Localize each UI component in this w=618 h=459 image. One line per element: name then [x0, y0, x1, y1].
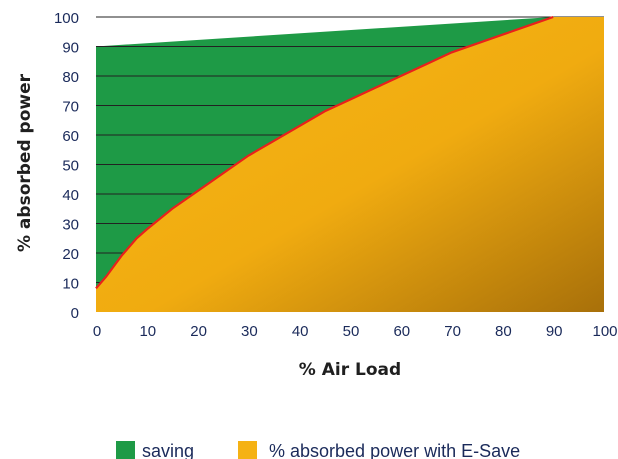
saving-area	[96, 17, 554, 289]
x-tick-20: 20	[190, 323, 207, 340]
esave-line	[95, 15, 554, 290]
x-tick-10: 10	[139, 323, 156, 340]
legend: saving % absorbed power with E-Save	[116, 441, 520, 459]
y-tick-30: 30	[62, 217, 79, 234]
x-tick-0: 0	[93, 323, 101, 340]
x-tick-50: 50	[343, 323, 360, 340]
y-tick-90: 90	[62, 40, 79, 57]
legend-label-esave: % absorbed power with E-Save	[269, 441, 520, 459]
x-tick-60: 60	[393, 323, 410, 340]
x-tick-90: 90	[546, 323, 563, 340]
y-axis-title: % absorbed power	[15, 73, 35, 252]
y-tick-60: 60	[62, 128, 79, 145]
y-tick-100: 100	[54, 10, 79, 27]
y-tick-40: 40	[62, 187, 79, 204]
x-tick-70: 70	[444, 323, 461, 340]
tick-labels: 0 10 20 30 40 50 60 70 80 90 100 0 10 20 30 40 50 60 70 80 9…	[54, 10, 618, 340]
y-tick-70: 70	[62, 99, 79, 116]
esave-area	[96, 17, 604, 312]
y-tick-80: 80	[62, 69, 79, 86]
y-tick-50: 50	[62, 158, 79, 175]
x-tick-100: 100	[592, 323, 617, 340]
x-axis-title: % Air Load	[299, 360, 401, 380]
legend-label-saving: saving	[142, 441, 194, 459]
y-tick-20: 20	[62, 246, 79, 263]
y-tick-0: 0	[71, 305, 79, 322]
x-tick-30: 30	[241, 323, 258, 340]
legend-swatch-esave	[238, 441, 257, 459]
plot-area	[95, 15, 604, 312]
y-tick-10: 10	[62, 276, 79, 293]
legend-swatch-saving	[116, 441, 135, 459]
x-tick-40: 40	[292, 323, 309, 340]
x-tick-80: 80	[495, 323, 512, 340]
